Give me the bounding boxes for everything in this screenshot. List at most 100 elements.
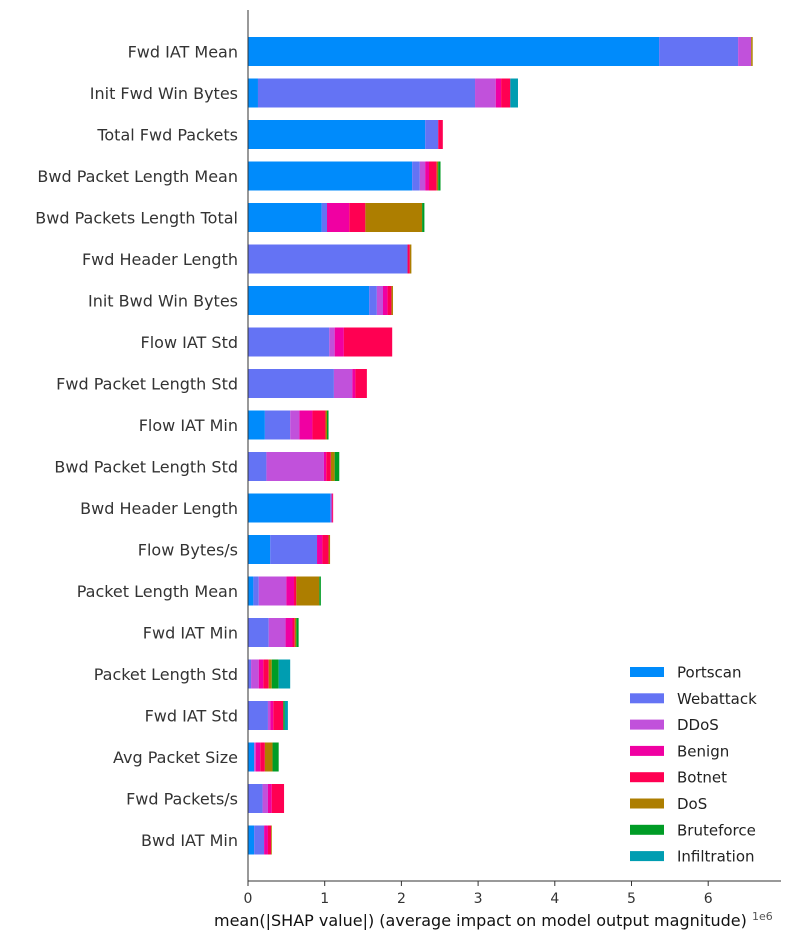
bar-segment-bruteforce	[271, 659, 279, 689]
category-label: Avg Packet Size	[113, 748, 238, 767]
bar-segment-ddos	[475, 78, 496, 108]
bar-segment-botnet	[387, 286, 392, 315]
bar-segment-portscan	[248, 37, 660, 66]
bar-segment-infiltration	[510, 78, 518, 108]
bar-segment-ddos	[290, 410, 300, 440]
category-label: Bwd IAT Min	[141, 831, 238, 850]
legend-label-dos: DoS	[677, 795, 707, 813]
bar-segment-dos	[330, 452, 335, 481]
legend-label-webattack: Webattack	[677, 690, 757, 708]
bar-segment-dos	[296, 576, 320, 606]
x-axis-label: mean(|SHAP value|) (average impact on mo…	[214, 911, 747, 930]
bar-segment-portscan	[248, 535, 271, 564]
bar-segment-infiltration	[284, 701, 288, 730]
x-tick-label: 0	[244, 891, 253, 907]
x-tick-label: 5	[627, 891, 636, 907]
bar-segment-benign	[352, 369, 356, 398]
bar-area	[248, 37, 753, 855]
bar-segment-webattack	[248, 784, 263, 813]
bar-segment-webattack	[659, 37, 739, 66]
legend-label-infiltration: Infiltration	[677, 848, 755, 866]
bar-segment-webattack	[321, 203, 328, 232]
bar-segment-ddos	[254, 742, 256, 772]
bar-segment-dos	[271, 825, 272, 855]
bar-segment-benign	[299, 410, 313, 440]
category-label: Init Bwd Win Bytes	[88, 292, 238, 311]
bar-segment-dos	[391, 286, 393, 315]
bar-segment-botnet	[501, 78, 511, 108]
bar-segment-bruteforce	[327, 410, 329, 440]
category-labels: Fwd IAT Mean Init Fwd Win Bytes Total Fwd …	[35, 43, 238, 851]
bar-segment-bruteforce	[319, 576, 321, 606]
bar-segment-dos	[264, 742, 273, 772]
bar-segment-benign	[286, 576, 295, 606]
bar-segment-dos	[328, 535, 331, 564]
bar-segment-botnet	[326, 452, 331, 481]
bar-segment-botnet	[260, 742, 265, 772]
category-label: Flow IAT Std	[141, 333, 238, 352]
legend-label-portscan: Portscan	[677, 664, 742, 682]
bar-segment-botnet	[273, 701, 284, 730]
bar-segment-botnet	[271, 784, 285, 813]
bar-segment-dos	[436, 161, 439, 191]
category-label: Bwd Header Length	[80, 499, 238, 518]
bar-segment-benign	[327, 203, 350, 232]
bar-segment-webattack	[253, 576, 259, 606]
bar-segment-benign	[255, 742, 261, 772]
bar-segment-bruteforce	[438, 161, 441, 191]
category-label: Fwd Header Length	[82, 250, 238, 269]
bar-segment-portscan	[248, 203, 322, 232]
category-label: Flow Bytes/s	[138, 541, 238, 560]
bar-segment-portscan	[248, 78, 258, 108]
legend-swatch-benign	[630, 745, 664, 756]
bar-segment-portscan	[248, 742, 255, 772]
bar-segment-portscan	[248, 576, 254, 606]
bar-segment-dos	[409, 244, 412, 274]
bar-segment-webattack	[248, 618, 269, 647]
category-label: Total Fwd Packets	[96, 126, 238, 145]
bar-segment-benign	[495, 78, 502, 108]
category-label: Init Fwd Win Bytes	[90, 84, 238, 103]
bar-segment-webattack	[425, 120, 439, 149]
legend-label-bruteforce: Bruteforce	[677, 821, 756, 839]
bar-segment-webattack	[248, 244, 408, 274]
bar-segment-ddos	[262, 784, 268, 813]
bar-segment-benign	[331, 493, 333, 523]
x-ticks: 0 1 2 3 4 5 6	[244, 881, 713, 907]
bar-segment-botnet	[438, 120, 443, 149]
bar-segment-ddos	[333, 369, 353, 398]
bar-segment-benign	[382, 286, 388, 315]
bar-segment-benign	[258, 659, 264, 689]
bar-segment-ddos	[267, 701, 271, 730]
bar-segment-webattack	[248, 659, 252, 689]
bar-segment-dos	[268, 659, 272, 689]
bar-segment-webattack	[248, 369, 334, 398]
bar-segment-ddos	[251, 659, 259, 689]
legend-swatch-dos	[630, 798, 664, 809]
bar-segment-portscan	[248, 410, 265, 440]
legend-label-benign: Benign	[677, 742, 729, 760]
bar-segment-webattack	[270, 535, 318, 564]
bar-segment-infiltration	[278, 659, 291, 689]
bar-segment-dos	[294, 618, 297, 647]
bar-segment-dos	[365, 203, 423, 232]
bar-segment-webattack	[412, 161, 420, 191]
category-label: Packet Length Mean	[77, 582, 238, 601]
bar-segment-webattack	[248, 701, 268, 730]
category-label: Bwd Packets Length Total	[35, 209, 238, 228]
legend-swatch-portscan	[630, 667, 664, 677]
bar-segment-portscan	[248, 825, 255, 855]
bar-segment-webattack	[248, 452, 267, 481]
bar-segment-botnet	[429, 161, 437, 191]
legend-label-botnet: Botnet	[677, 769, 727, 787]
bar-segment-bruteforce	[283, 701, 285, 730]
bar-segment-botnet	[267, 825, 272, 855]
x-tick-label: 3	[474, 891, 483, 907]
bar-segment-benign	[270, 701, 274, 730]
bar-segment-botnet	[332, 493, 334, 523]
bar-segment-webattack	[257, 78, 476, 108]
scale-note: 1e6	[752, 910, 773, 923]
bar-segment-botnet	[322, 535, 329, 564]
bar-segment-portscan	[248, 286, 370, 315]
